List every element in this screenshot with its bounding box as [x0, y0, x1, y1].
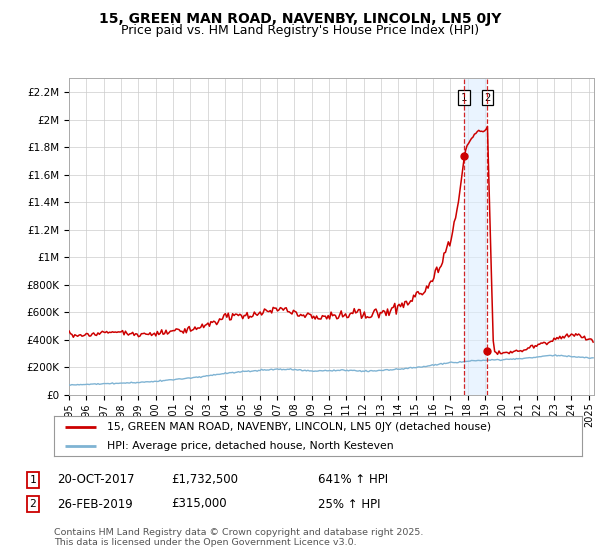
Text: 2: 2	[484, 92, 491, 102]
Text: 15, GREEN MAN ROAD, NAVENBY, LINCOLN, LN5 0JY: 15, GREEN MAN ROAD, NAVENBY, LINCOLN, LN…	[99, 12, 501, 26]
Text: £315,000: £315,000	[171, 497, 227, 511]
Text: 1: 1	[461, 92, 467, 102]
Text: £1,732,500: £1,732,500	[171, 473, 238, 487]
Text: 20-OCT-2017: 20-OCT-2017	[57, 473, 134, 487]
Text: 2: 2	[29, 499, 37, 509]
Text: Contains HM Land Registry data © Crown copyright and database right 2025.
This d: Contains HM Land Registry data © Crown c…	[54, 528, 424, 547]
Text: Price paid vs. HM Land Registry's House Price Index (HPI): Price paid vs. HM Land Registry's House …	[121, 24, 479, 37]
Text: 15, GREEN MAN ROAD, NAVENBY, LINCOLN, LN5 0JY (detached house): 15, GREEN MAN ROAD, NAVENBY, LINCOLN, LN…	[107, 422, 491, 432]
Bar	[464, 78, 487, 395]
Text: HPI: Average price, detached house, North Kesteven: HPI: Average price, detached house, Nort…	[107, 441, 394, 450]
Text: 641% ↑ HPI: 641% ↑ HPI	[318, 473, 388, 487]
Text: 25% ↑ HPI: 25% ↑ HPI	[318, 497, 380, 511]
Text: 1: 1	[29, 475, 37, 485]
Text: 26-FEB-2019: 26-FEB-2019	[57, 497, 133, 511]
